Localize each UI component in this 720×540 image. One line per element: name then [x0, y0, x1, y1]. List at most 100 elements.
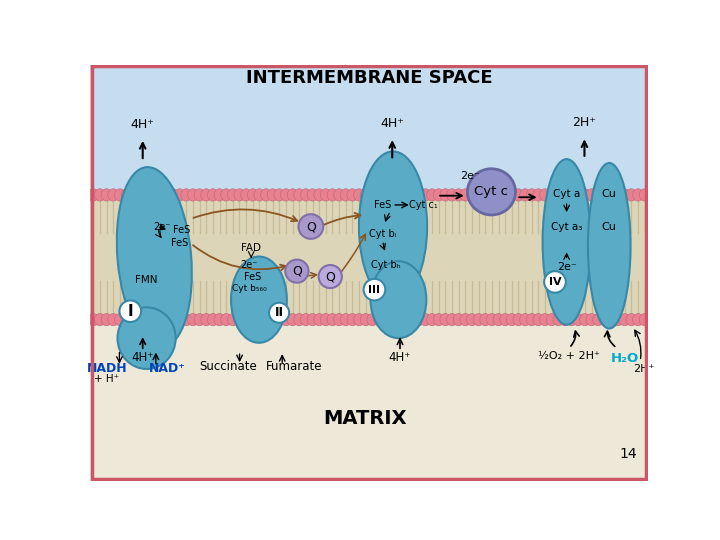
- Ellipse shape: [287, 314, 298, 326]
- Ellipse shape: [294, 189, 305, 201]
- Text: Cyt bₕ: Cyt bₕ: [372, 260, 401, 270]
- Ellipse shape: [446, 189, 457, 201]
- Ellipse shape: [533, 314, 544, 326]
- Ellipse shape: [613, 314, 624, 326]
- Ellipse shape: [543, 159, 590, 325]
- Ellipse shape: [420, 314, 431, 326]
- Ellipse shape: [500, 189, 510, 201]
- Text: 2H⁺: 2H⁺: [633, 364, 654, 374]
- Ellipse shape: [94, 189, 105, 201]
- Ellipse shape: [347, 189, 358, 201]
- Ellipse shape: [161, 314, 172, 326]
- Ellipse shape: [214, 314, 225, 326]
- Ellipse shape: [201, 314, 212, 326]
- Ellipse shape: [599, 189, 611, 201]
- Text: Cyt c₁: Cyt c₁: [409, 200, 438, 210]
- Text: 4H⁺: 4H⁺: [131, 118, 155, 131]
- Ellipse shape: [141, 314, 152, 326]
- Ellipse shape: [427, 314, 438, 326]
- Ellipse shape: [333, 189, 345, 201]
- Ellipse shape: [267, 189, 278, 201]
- Ellipse shape: [586, 314, 597, 326]
- Ellipse shape: [606, 314, 617, 326]
- Ellipse shape: [121, 314, 132, 326]
- Ellipse shape: [460, 314, 471, 326]
- Text: FeS: FeS: [244, 272, 261, 281]
- Ellipse shape: [367, 189, 378, 201]
- Ellipse shape: [135, 314, 145, 326]
- Ellipse shape: [221, 314, 232, 326]
- Ellipse shape: [108, 314, 119, 326]
- Ellipse shape: [240, 189, 251, 201]
- Ellipse shape: [281, 314, 292, 326]
- Text: FeS: FeS: [374, 200, 392, 210]
- Ellipse shape: [88, 314, 99, 326]
- Text: III: III: [369, 285, 380, 295]
- Text: NADH: NADH: [86, 362, 127, 375]
- Text: 4H⁺: 4H⁺: [389, 351, 411, 364]
- Text: Cyt a₃: Cyt a₃: [551, 221, 582, 232]
- Ellipse shape: [274, 189, 284, 201]
- Text: Succinate: Succinate: [199, 360, 257, 373]
- Ellipse shape: [127, 189, 139, 201]
- Ellipse shape: [114, 314, 125, 326]
- Ellipse shape: [593, 189, 603, 201]
- Ellipse shape: [506, 314, 517, 326]
- Ellipse shape: [371, 261, 426, 338]
- Text: FeS: FeS: [171, 239, 189, 248]
- Ellipse shape: [467, 189, 477, 201]
- Text: Q: Q: [325, 270, 336, 283]
- Ellipse shape: [639, 189, 650, 201]
- Ellipse shape: [480, 189, 490, 201]
- Text: + H⁺: + H⁺: [94, 374, 120, 384]
- Ellipse shape: [120, 300, 141, 322]
- Text: MATRIX: MATRIX: [323, 409, 407, 429]
- Ellipse shape: [546, 189, 557, 201]
- Ellipse shape: [566, 189, 577, 201]
- Ellipse shape: [393, 189, 405, 201]
- Ellipse shape: [228, 314, 238, 326]
- Ellipse shape: [520, 189, 531, 201]
- Ellipse shape: [433, 314, 444, 326]
- Ellipse shape: [354, 314, 364, 326]
- Ellipse shape: [201, 189, 212, 201]
- Ellipse shape: [102, 189, 112, 201]
- Ellipse shape: [347, 314, 358, 326]
- Ellipse shape: [360, 189, 371, 201]
- Ellipse shape: [187, 314, 199, 326]
- Ellipse shape: [214, 189, 225, 201]
- Text: Q: Q: [306, 220, 316, 233]
- Ellipse shape: [619, 314, 630, 326]
- Ellipse shape: [580, 314, 590, 326]
- Ellipse shape: [633, 314, 644, 326]
- Ellipse shape: [221, 189, 232, 201]
- Ellipse shape: [506, 189, 517, 201]
- Ellipse shape: [520, 314, 531, 326]
- Ellipse shape: [148, 314, 158, 326]
- Ellipse shape: [181, 189, 192, 201]
- Ellipse shape: [586, 189, 597, 201]
- Ellipse shape: [261, 314, 271, 326]
- Ellipse shape: [407, 314, 418, 326]
- Ellipse shape: [387, 189, 397, 201]
- Text: FeS: FeS: [173, 225, 190, 234]
- Ellipse shape: [274, 314, 284, 326]
- Text: II: II: [274, 306, 284, 319]
- Ellipse shape: [248, 189, 258, 201]
- Ellipse shape: [319, 265, 342, 288]
- Ellipse shape: [102, 314, 112, 326]
- Text: Q: Q: [292, 265, 302, 278]
- Ellipse shape: [307, 189, 318, 201]
- Ellipse shape: [400, 314, 411, 326]
- Ellipse shape: [487, 314, 498, 326]
- Ellipse shape: [117, 307, 176, 369]
- Ellipse shape: [281, 189, 292, 201]
- Ellipse shape: [480, 314, 490, 326]
- Text: Cu: Cu: [602, 189, 617, 199]
- Ellipse shape: [467, 168, 516, 215]
- Text: 2e⁻: 2e⁻: [153, 221, 171, 232]
- Ellipse shape: [299, 214, 323, 239]
- Ellipse shape: [367, 314, 378, 326]
- Ellipse shape: [473, 189, 484, 201]
- Ellipse shape: [573, 314, 584, 326]
